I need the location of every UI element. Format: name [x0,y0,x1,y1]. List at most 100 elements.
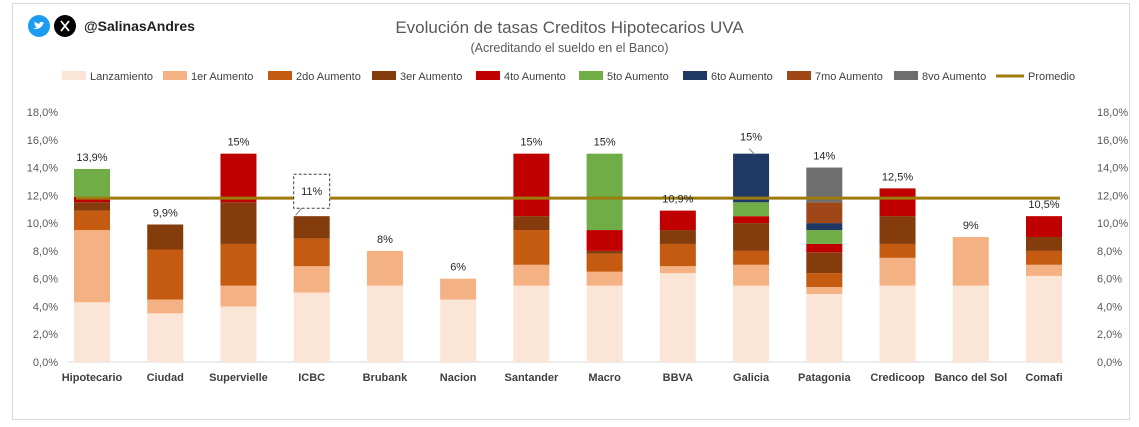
data-label-galicia: 15% [740,132,762,144]
legend-label-8vo-aumento: 8vo Aumento [922,71,986,83]
y-tick-label-left: 0,0% [33,357,58,369]
y-tick-label-right: 10,0% [1097,218,1128,230]
chart-legend: Lanzamiento 1er Aumento 2do Aumento 3er Aum… [62,71,1075,83]
data-label-macro: 15% [594,137,616,149]
bar-segment-icbc-3er-aumento [293,216,330,239]
data-label-banco-del-sol: 9% [963,220,979,232]
bar-segment-santander-4to-aumento [513,153,550,217]
y-tick-label-right: 8,0% [1097,246,1122,258]
bar-segment-credicoop-lanzamiento [879,285,916,362]
legend-label-6to-aumento: 6to Aumento [711,71,773,83]
bar-segment-bbva-2do-aumento [659,243,696,267]
bar-segment-credicoop-1er-aumento [879,257,916,286]
bar-segment-supervielle-lanzamiento [220,306,257,362]
y-axis-right: 0,0% 2,0% 4,0% 6,0% 8,0% 10,0% 12,0% 14,0% 16,0%… [1097,107,1128,369]
twitter-bird-icon [28,15,50,37]
legend-label-promedio: Promedio [1028,71,1075,83]
bar-segment-ciudad-1er-aumento [147,299,184,314]
bar-stacks [74,153,1062,362]
y-tick-label-right: 12,0% [1097,190,1128,202]
x-tick-label-nacion: Nacion [440,372,477,384]
legend-label-1er-aumento: 1er Aumento [191,71,253,83]
y-tick-label-right: 16,0% [1097,135,1128,147]
bar-segment-comafi-lanzamiento [1026,275,1062,362]
legend-swatch-3er-aumento [372,71,396,80]
chart-title: Evolución de tasas Creditos Hipotecarios… [395,18,744,37]
y-tick-label-left: 12,0% [27,190,58,202]
bar-segment-patagonia-3er-aumento [806,252,843,274]
bar-segment-icbc-lanzamiento [293,292,330,362]
bar-segment-hipotecario-3er-aumento [74,202,110,211]
bar-segment-comafi-3er-aumento [1026,237,1062,251]
legend-label-5to-aumento: 5to Aumento [607,71,669,83]
bar-segment-patagonia-8vo-aumento [806,167,843,203]
legend-swatch-lanzamiento [62,71,86,80]
x-tick-label-ciudad: Ciudad [147,372,184,384]
bar-segment-patagonia-7mo-aumento [806,202,843,224]
bar-segment-patagonia-5to-aumento [806,230,843,244]
x-axis: Hipotecario Ciudad Supervielle ICBC Brubank N… [62,372,1063,384]
data-label-comafi: 10,5% [1028,199,1059,211]
chart-subtitle: (Acreditando el sueldo en el Banco) [470,41,669,55]
bar-segment-bbva-4to-aumento [659,210,696,231]
data-label-box [293,173,331,209]
bar-segment-hipotecario-lanzamiento [74,302,110,362]
bar-segment-ciudad-3er-aumento [147,224,184,250]
y-tick-label-left: 2,0% [33,329,58,341]
data-label-leader [295,207,303,216]
bar-segment-supervielle-1er-aumento [220,285,257,307]
x-tick-label-galicia: Galicia [733,372,770,384]
bar-segment-nacion-lanzamiento [440,299,477,362]
x-tick-label-bbva: BBVA [663,372,693,384]
data-label-icbc: 11% [301,186,322,198]
y-tick-label-left: 16,0% [27,135,58,147]
legend-swatch-4to-aumento [476,71,500,80]
bar-segment-banco-del-sol-1er-aumento [952,237,989,286]
author-header: @SalinasAndres [28,15,195,37]
x-tick-label-hipotecario: Hipotecario [62,372,123,384]
bar-segment-galicia-4to-aumento [733,216,770,224]
bar-segment-credicoop-4to-aumento [879,188,916,217]
bar-segment-comafi-1er-aumento [1026,264,1062,276]
bar-segment-macro-1er-aumento [586,271,623,286]
x-logo-icon [54,15,76,37]
bar-segment-banco-del-sol-lanzamiento [952,285,989,362]
x-tick-label-brubank: Brubank [363,372,409,384]
legend-label-7mo-aumento: 7mo Aumento [815,71,883,83]
chart-frame [12,3,1130,420]
bar-segment-icbc-1er-aumento [293,266,330,293]
x-tick-label-comafi: Comafi [1025,372,1062,384]
bar-segment-bbva-1er-aumento [659,266,696,274]
x-tick-label-santander: Santander [504,372,559,384]
y-tick-label-right: 4,0% [1097,301,1122,313]
bar-segment-macro-5to-aumento [586,153,623,231]
bar-segment-supervielle-4to-aumento [220,153,257,203]
bar-segment-macro-3er-aumento [586,250,623,254]
x-tick-label-banco-del-sol: Banco del Sol [934,372,1007,384]
x-tick-label-credicoop: Credicoop [870,372,925,384]
bar-segment-galicia-5to-aumento [733,202,770,217]
bar-segment-hipotecario-2do-aumento [74,210,110,231]
y-tick-label-left: 18,0% [27,107,58,119]
x-tick-label-icbc: ICBC [298,372,325,384]
y-tick-label-right: 6,0% [1097,274,1122,286]
legend-label-3er-aumento: 3er Aumento [400,71,462,83]
data-label-bbva: 10,9% [662,194,693,206]
bar-segment-galicia-3er-aumento [733,223,770,251]
data-labels: 13,9% 9,9% 15% 11% 8% 6% 15% 15% 10,9% 15% 14% 12,5… [76,132,1059,274]
y-tick-label-right: 18,0% [1097,107,1128,119]
bar-segment-macro-2do-aumento [586,253,623,272]
bar-segment-icbc-2do-aumento [293,238,330,267]
data-label-patagonia: 14% [813,151,835,163]
bar-segment-bbva-3er-aumento [659,230,696,244]
bar-segment-galicia-6to-aumento [733,153,770,203]
bar-segment-supervielle-3er-aumento [220,202,257,244]
bar-segment-galicia-lanzamiento [733,285,770,362]
bar-segment-hipotecario-1er-aumento [74,230,110,303]
y-tick-label-left: 10,0% [27,218,58,230]
data-label-ciudad: 9,9% [153,208,178,220]
bar-segment-santander-2do-aumento [513,230,550,265]
bar-segment-brubank-lanzamiento [366,285,403,362]
y-tick-label-left: 4,0% [33,301,58,313]
